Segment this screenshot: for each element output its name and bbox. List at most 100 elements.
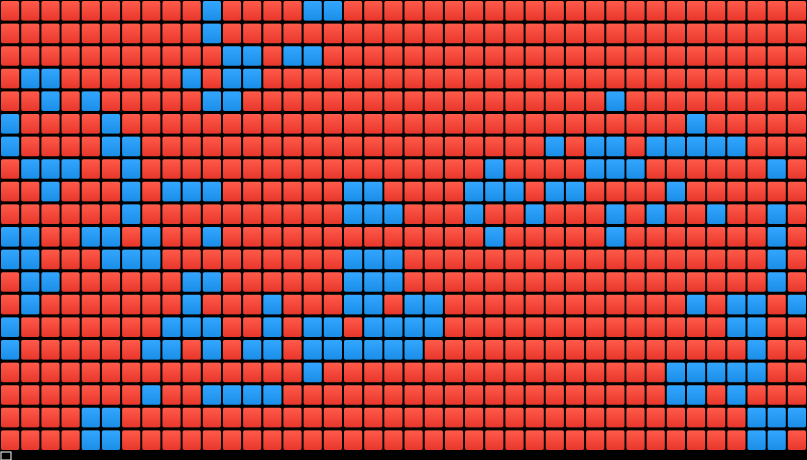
cell-red[interactable] — [303, 294, 322, 315]
cell-red[interactable] — [404, 114, 423, 134]
cell-blue[interactable] — [747, 294, 766, 315]
cell-red[interactable] — [263, 68, 282, 89]
cell-red[interactable] — [687, 159, 706, 179]
cell-red[interactable] — [646, 46, 665, 66]
cell-blue[interactable] — [122, 136, 141, 157]
cell-red[interactable] — [283, 317, 302, 337]
cell-red[interactable] — [444, 340, 464, 360]
cell-red[interactable] — [424, 1, 443, 21]
cell-blue[interactable] — [767, 159, 786, 179]
cell-blue[interactable] — [222, 46, 242, 66]
cell-blue[interactable] — [21, 68, 40, 89]
cell-red[interactable] — [81, 294, 100, 315]
cell-red[interactable] — [243, 227, 262, 247]
cell-red[interactable] — [787, 136, 806, 157]
cell-red[interactable] — [202, 159, 221, 179]
cell-red[interactable] — [323, 23, 342, 44]
cell-blue[interactable] — [303, 1, 322, 21]
cell-blue[interactable] — [243, 46, 262, 66]
cell-red[interactable] — [182, 249, 201, 270]
cell-blue[interactable] — [101, 407, 121, 428]
cell-red[interactable] — [41, 227, 60, 247]
cell-red[interactable] — [142, 204, 161, 224]
cell-red[interactable] — [727, 23, 746, 44]
cell-red[interactable] — [444, 227, 464, 247]
cell-blue[interactable] — [646, 136, 665, 157]
cell-red[interactable] — [565, 1, 585, 21]
cell-red[interactable] — [485, 1, 504, 21]
cell-red[interactable] — [666, 1, 685, 21]
cell-red[interactable] — [444, 407, 464, 428]
cell-blue[interactable] — [707, 136, 726, 157]
cell-blue[interactable] — [424, 317, 443, 337]
cell-red[interactable] — [344, 362, 363, 383]
cell-red[interactable] — [344, 46, 363, 66]
cell-red[interactable] — [465, 294, 484, 315]
cell-red[interactable] — [465, 159, 484, 179]
cell-red[interactable] — [122, 362, 141, 383]
cell-red[interactable] — [707, 317, 726, 337]
cell-red[interactable] — [787, 1, 806, 21]
cell-red[interactable] — [1, 46, 20, 66]
cell-red[interactable] — [525, 272, 544, 292]
cell-red[interactable] — [666, 159, 685, 179]
cell-red[interactable] — [61, 91, 80, 111]
cell-blue[interactable] — [21, 294, 40, 315]
cell-red[interactable] — [101, 181, 121, 202]
cell-red[interactable] — [323, 294, 342, 315]
cell-red[interactable] — [61, 294, 80, 315]
cell-red[interactable] — [787, 272, 806, 292]
cell-blue[interactable] — [243, 385, 262, 405]
cell-red[interactable] — [364, 1, 383, 21]
cell-red[interactable] — [525, 362, 544, 383]
cell-red[interactable] — [364, 227, 383, 247]
cell-red[interactable] — [747, 249, 766, 270]
cell-red[interactable] — [162, 46, 181, 66]
cell-red[interactable] — [364, 430, 383, 450]
cell-red[interactable] — [747, 91, 766, 111]
cell-red[interactable] — [182, 114, 201, 134]
cell-red[interactable] — [182, 385, 201, 405]
cell-red[interactable] — [727, 181, 746, 202]
cell-red[interactable] — [747, 136, 766, 157]
cell-red[interactable] — [61, 204, 80, 224]
cell-blue[interactable] — [202, 272, 221, 292]
cell-blue[interactable] — [787, 294, 806, 315]
cell-blue[interactable] — [303, 362, 322, 383]
cell-red[interactable] — [344, 159, 363, 179]
cell-red[interactable] — [162, 1, 181, 21]
cell-red[interactable] — [364, 91, 383, 111]
cell-red[interactable] — [505, 1, 524, 21]
cell-red[interactable] — [646, 181, 665, 202]
cell-red[interactable] — [687, 317, 706, 337]
cell-red[interactable] — [303, 91, 322, 111]
cell-red[interactable] — [384, 23, 403, 44]
cell-red[interactable] — [465, 249, 484, 270]
cell-red[interactable] — [404, 23, 423, 44]
cell-red[interactable] — [465, 46, 484, 66]
cell-red[interactable] — [162, 385, 181, 405]
cell-red[interactable] — [263, 91, 282, 111]
cell-blue[interactable] — [364, 317, 383, 337]
cell-red[interactable] — [202, 136, 221, 157]
cell-red[interactable] — [747, 68, 766, 89]
cell-red[interactable] — [21, 407, 40, 428]
cell-red[interactable] — [565, 227, 585, 247]
cell-red[interactable] — [182, 23, 201, 44]
cell-blue[interactable] — [21, 159, 40, 179]
cell-red[interactable] — [424, 204, 443, 224]
cell-red[interactable] — [384, 136, 403, 157]
cell-red[interactable] — [384, 407, 403, 428]
cell-red[interactable] — [384, 91, 403, 111]
cell-red[interactable] — [565, 46, 585, 66]
cell-red[interactable] — [424, 430, 443, 450]
cell-red[interactable] — [323, 68, 342, 89]
cell-red[interactable] — [1, 68, 20, 89]
cell-red[interactable] — [162, 249, 181, 270]
cell-red[interactable] — [243, 114, 262, 134]
cell-red[interactable] — [485, 362, 504, 383]
cell-blue[interactable] — [263, 317, 282, 337]
cell-red[interactable] — [707, 91, 726, 111]
cell-red[interactable] — [404, 46, 423, 66]
cell-red[interactable] — [263, 1, 282, 21]
